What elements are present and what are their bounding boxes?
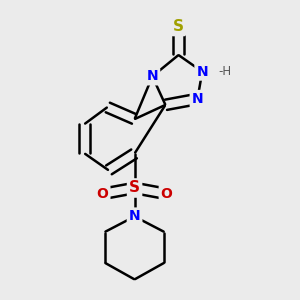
- Text: N: N: [192, 92, 203, 106]
- Text: N: N: [147, 69, 158, 83]
- Text: -H: -H: [219, 65, 232, 78]
- Text: N: N: [196, 64, 208, 79]
- Text: N: N: [129, 209, 140, 224]
- Text: O: O: [161, 187, 172, 201]
- Text: O: O: [97, 187, 108, 201]
- Text: S: S: [129, 181, 140, 196]
- Text: S: S: [173, 19, 184, 34]
